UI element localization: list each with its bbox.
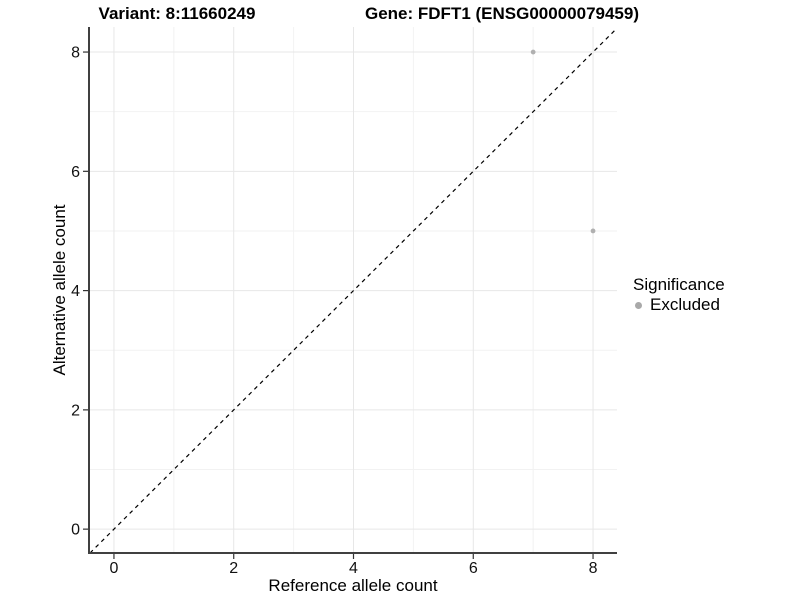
identity-line bbox=[89, 27, 618, 554]
x-tick-label: 0 bbox=[110, 560, 119, 577]
x-tick-label: 4 bbox=[349, 560, 358, 577]
x-tick-label: 2 bbox=[229, 560, 238, 577]
plot-title-variant: Variant: 8:11660249 bbox=[98, 4, 256, 23]
legend-item-label: Excluded bbox=[650, 295, 720, 314]
y-tick-label: 8 bbox=[71, 45, 80, 62]
x-tick-label: 6 bbox=[469, 560, 478, 577]
legend: Significance Excluded bbox=[633, 275, 725, 314]
data-point bbox=[590, 228, 596, 234]
legend-title: Significance bbox=[633, 275, 725, 294]
y-tick-label: 4 bbox=[71, 283, 80, 300]
legend-item-excluded: Excluded bbox=[635, 296, 725, 314]
plot-title-gene: Gene: FDFT1 (ENSG00000079459) bbox=[364, 4, 640, 23]
data-point bbox=[530, 49, 536, 55]
excluded-point-icon bbox=[635, 301, 642, 309]
x-tick-label: 8 bbox=[589, 560, 598, 577]
y-axis-title: Alternative allele count bbox=[50, 204, 69, 376]
y-tick-label: 2 bbox=[71, 402, 80, 419]
y-tick-label: 0 bbox=[71, 522, 80, 539]
y-tick-label: 6 bbox=[71, 164, 80, 181]
x-axis-title: Reference allele count bbox=[268, 576, 438, 595]
